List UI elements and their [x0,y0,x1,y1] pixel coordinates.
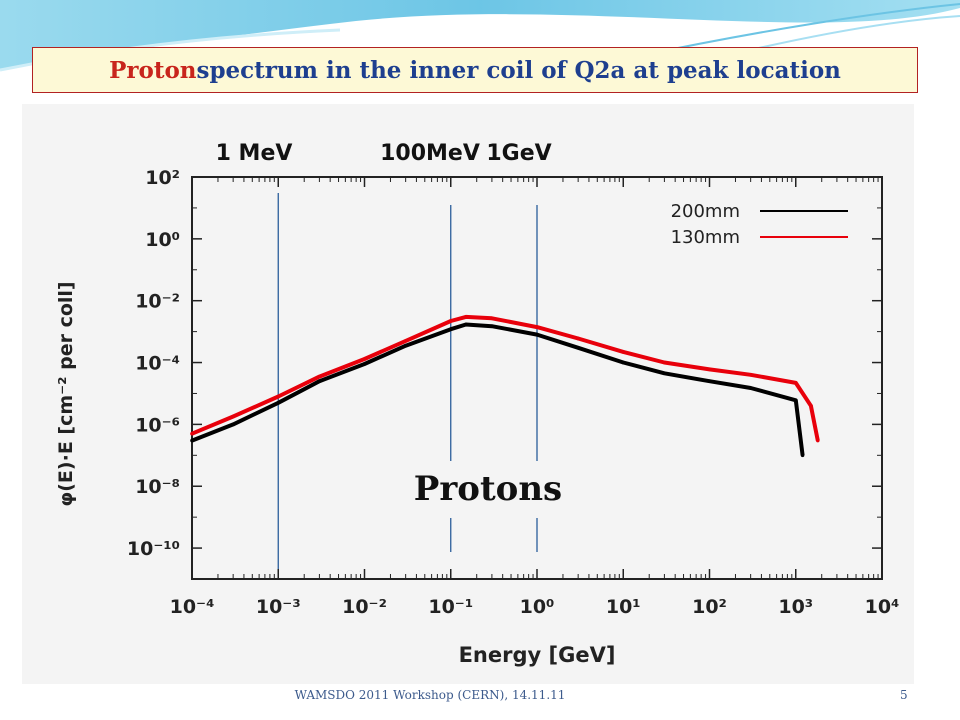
data-point-130mm [707,367,712,372]
page-number: 5 [900,688,908,702]
data-point-200mm [748,386,753,390]
x-tick-label: 10¹ [606,596,641,618]
y-tick-label: 10⁻⁴ [135,353,180,375]
y-tick-label: 10² [145,167,180,189]
x-tick-label: 10³ [778,596,813,618]
legend-label-200mm: 200mm [671,201,740,222]
y-tick-label: 10⁻¹⁰ [127,538,180,560]
energy-annotation-label: 100MeV [380,141,480,166]
data-point-200mm [403,343,408,348]
slide-title-rest: spectrum in the inner coil of Q2a at pea… [196,56,841,84]
data-point-130mm [748,373,753,377]
data-point-130mm [535,325,539,329]
data-point-130mm [231,414,235,419]
data-point-130mm [809,403,813,408]
chart-labels: 1 MeV 100MeV 1GeV [216,141,552,166]
y-axis-label: φ(E)·E [cm⁻² per coll] [55,281,77,506]
data-point-200mm [276,400,281,405]
x-tick-label: 10² [692,596,727,618]
x-tick-label: 10⁻² [342,596,387,618]
legend-label-130mm: 130mm [671,227,740,248]
data-point-200mm [800,453,805,458]
slide-title-highlight: Proton [109,56,197,84]
x-tick-label: 10⁻³ [256,596,301,618]
x-axis-label: Energy [GeV] [459,643,616,667]
protons-label: Protons [414,469,562,509]
energy-annotation-label: 1 MeV [216,141,293,166]
y-tick-label: 10⁻² [135,291,180,313]
x-tick-label: 10⁴ [865,596,900,618]
data-point-130mm [815,438,820,443]
data-point-130mm [490,316,494,321]
data-point-130mm [317,374,322,379]
data-point-200mm [621,360,626,365]
series-layer [190,314,820,458]
data-point-130mm [448,319,453,323]
x-tick-label: 10⁻⁴ [170,596,215,618]
slide-footer: WAMSDO 2011 Workshop (CERN), 14.11.11 [294,688,566,702]
proton-spectrum-chart: 10⁻⁴ 10⁻³ 10⁻² 10⁻¹ 10⁰ 10¹ 10² 10³ 10⁴ 10⁻¹⁰ 10⁻⁸… [55,141,900,667]
data-point-130mm [190,431,194,436]
data-point-200mm [362,362,367,366]
data-point-200mm [190,438,194,443]
data-point-200mm [707,379,712,383]
data-point-130mm [276,394,281,399]
axis-ticks: 10⁻⁴ 10⁻³ 10⁻² 10⁻¹ 10⁰ 10¹ 10² 10³ 10⁴ 10⁻¹⁰ 10⁻⁸… [127,167,900,618]
data-point-200mm [231,422,235,427]
data-point-130mm [662,360,667,365]
legend: 200mm 130mm [671,201,848,248]
data-point-200mm [490,324,494,328]
energy-annotation-label: 1GeV [486,141,551,166]
data-point-130mm [403,339,408,343]
data-point-200mm [535,332,539,337]
data-point-200mm [448,327,453,331]
y-tick-label: 10⁰ [145,229,180,251]
y-tick-label: 10⁻⁶ [135,414,180,436]
data-point-200mm [464,322,468,327]
y-tick-label: 10⁻⁸ [135,476,180,498]
data-point-130mm [362,357,367,361]
data-point-130mm [621,350,626,354]
x-tick-label: 10⁻¹ [428,596,473,618]
data-point-130mm [576,336,580,341]
data-point-130mm [464,315,468,319]
data-point-200mm [576,345,580,350]
series-line-130mm [191,314,820,441]
data-point-200mm [793,398,798,403]
data-point-200mm [317,379,322,383]
slide-title: Proton spectrum in the inner coil of Q2a… [32,47,918,93]
series-line-200mm [191,322,805,456]
chart-panel: 10⁻⁴ 10⁻³ 10⁻² 10⁻¹ 10⁰ 10¹ 10² 10³ 10⁴ 10⁻¹⁰ 10⁻⁸… [22,104,914,684]
x-tick-label: 10⁰ [520,596,555,618]
data-point-130mm [793,381,798,385]
data-point-200mm [662,371,667,376]
